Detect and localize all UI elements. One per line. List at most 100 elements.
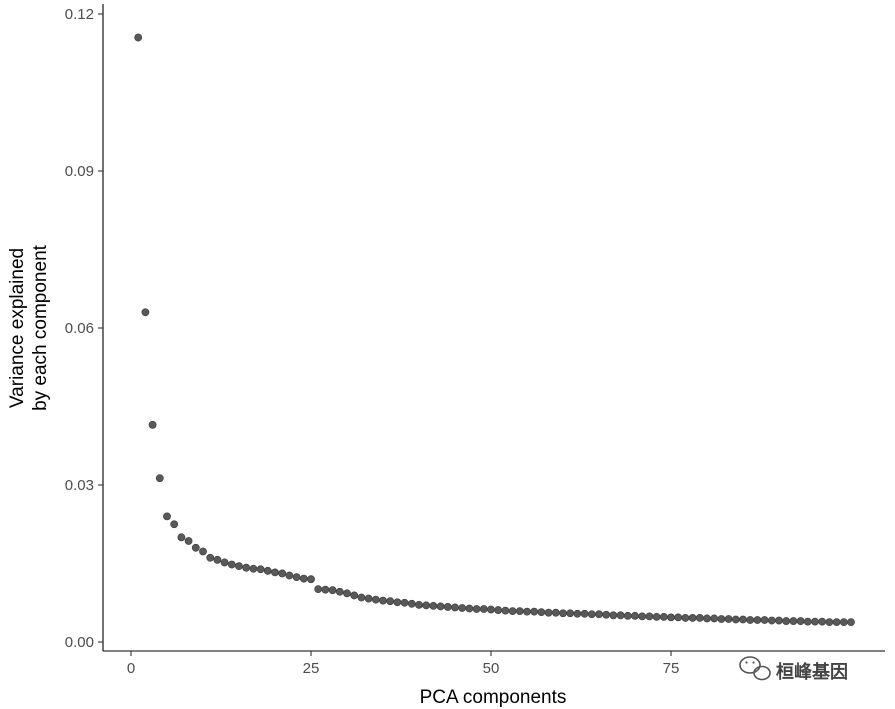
data-point <box>746 616 755 624</box>
data-point <box>839 618 848 627</box>
data-point <box>832 618 841 627</box>
y-axis-ticks: 0.00 0.03 0.06 0.09 0.12 <box>65 6 103 651</box>
data-point <box>443 603 452 611</box>
data-point <box>767 616 776 625</box>
data-point <box>285 571 294 580</box>
data-point <box>436 602 445 611</box>
data-point <box>371 595 380 604</box>
data-point <box>523 607 531 616</box>
data-point <box>451 603 459 612</box>
watermark-text: 桓峰基因 <box>776 661 848 683</box>
data-point <box>544 608 553 617</box>
data-point <box>782 617 791 625</box>
data-point <box>191 543 200 552</box>
data-point <box>616 611 625 620</box>
y-tick-label: 0.09 <box>65 163 94 180</box>
data-point <box>206 553 215 562</box>
data-point <box>587 610 596 619</box>
data-point <box>465 604 474 613</box>
data-point <box>184 537 193 545</box>
data-point <box>199 547 207 556</box>
data-point <box>631 611 639 620</box>
data-point <box>501 606 510 615</box>
data-point <box>328 586 337 595</box>
data-point <box>335 587 344 596</box>
data-point <box>170 520 179 529</box>
x-axis-ticks: 0 25 50 75 <box>127 651 680 677</box>
data-point <box>227 560 236 569</box>
data-point <box>263 566 272 575</box>
data-point <box>494 606 503 614</box>
data-point <box>472 605 481 613</box>
data-point <box>681 614 690 622</box>
data-point <box>213 555 222 564</box>
data-point <box>242 563 251 572</box>
data-point <box>566 609 575 618</box>
y-tick-label: 0.00 <box>65 634 94 651</box>
data-point <box>357 593 366 602</box>
data-point <box>645 612 654 621</box>
y-tick-label: 0.03 <box>65 477 94 494</box>
data-point <box>717 615 726 623</box>
data-point <box>278 569 287 578</box>
data-point <box>580 609 589 618</box>
data-point <box>573 609 582 618</box>
data-point <box>760 616 769 624</box>
data-point <box>148 420 157 429</box>
data-point <box>415 600 423 609</box>
data-point <box>271 568 279 577</box>
x-axis-title: PCA components <box>420 687 567 708</box>
data-point <box>422 601 431 610</box>
data-point <box>753 616 762 624</box>
x-tick-label: 50 <box>483 660 500 677</box>
data-point <box>724 615 733 623</box>
data-point <box>695 614 704 622</box>
data-point <box>307 575 315 584</box>
data-point <box>393 598 402 607</box>
x-tick-label: 0 <box>127 660 135 677</box>
data-point <box>249 564 258 573</box>
watermark: 桓峰基因 <box>739 656 848 683</box>
y-tick-label: 0.12 <box>65 6 94 23</box>
x-tick-label: 25 <box>303 660 320 677</box>
data-point <box>350 591 359 600</box>
data-point <box>155 474 164 483</box>
data-point <box>508 607 517 616</box>
data-point <box>256 565 265 574</box>
data-point <box>429 601 438 610</box>
data-point <box>818 617 827 626</box>
data-point <box>811 617 819 626</box>
data-point <box>796 617 805 625</box>
data-point <box>559 609 567 618</box>
data-point <box>235 562 243 571</box>
data-point <box>674 613 683 622</box>
data-point <box>703 614 711 623</box>
data-point <box>458 604 467 612</box>
data-point <box>652 612 661 621</box>
data-point <box>220 558 229 567</box>
data-point <box>667 613 675 622</box>
data-point <box>343 589 351 598</box>
data-point <box>314 585 323 594</box>
data-point <box>321 585 330 594</box>
x-tick-label: 75 <box>663 660 680 677</box>
data-point <box>731 615 740 624</box>
data-point <box>141 308 150 317</box>
data-point <box>379 596 387 605</box>
data-point <box>364 594 373 603</box>
data-point <box>789 617 798 625</box>
data-point <box>739 615 747 624</box>
data-point <box>551 608 560 617</box>
data-point <box>134 33 143 42</box>
data-point <box>487 605 495 614</box>
y-axis-title-line2: by each component <box>30 244 51 411</box>
wechat-icon <box>739 656 771 681</box>
data-point <box>847 618 855 627</box>
data-point <box>803 617 812 626</box>
data-point <box>602 610 611 619</box>
data-point <box>530 607 539 616</box>
data-point <box>775 616 783 625</box>
data-point <box>386 597 395 606</box>
y-tick-label: 0.06 <box>65 320 94 337</box>
